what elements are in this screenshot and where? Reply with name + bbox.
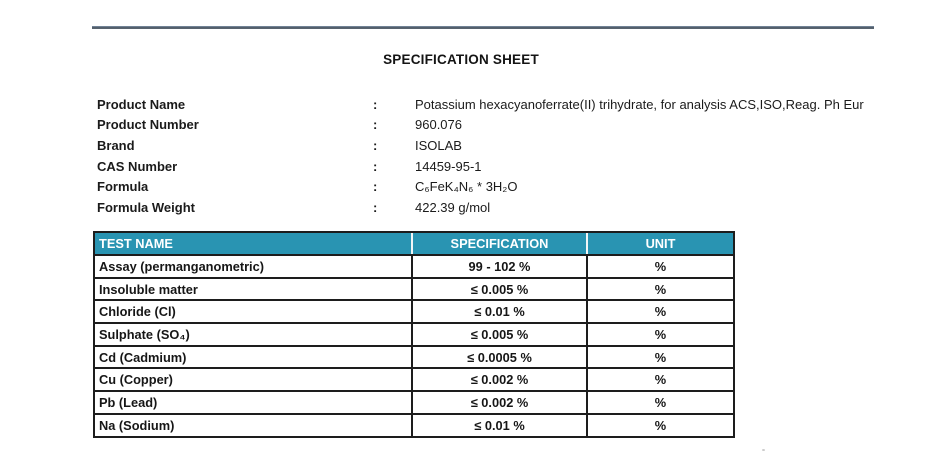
- product-name-value: Potassium hexacyanoferrate(II) trihydrat…: [415, 96, 864, 112]
- product-info-row: CAS Number : 14459-95-1: [97, 156, 937, 177]
- specification-cell: ≤ 0.005 %: [411, 278, 586, 300]
- unit-cell: %: [586, 346, 733, 368]
- separator-colon: :: [373, 117, 378, 133]
- unit-cell: %: [586, 414, 733, 436]
- unit-cell: %: [586, 369, 733, 391]
- product-info-row: Product Number : 960.076: [97, 115, 937, 136]
- table-row: Pb (Lead) ≤ 0.002 % %: [95, 390, 733, 413]
- product-info-row: Formula Weight : 422.39 g/mol: [97, 197, 937, 218]
- separator-colon: :: [373, 179, 378, 195]
- test-name-cell: Cu (Copper): [99, 372, 173, 388]
- unit-cell: %: [586, 301, 733, 323]
- product-info-row: Brand : ISOLAB: [97, 135, 937, 156]
- product-info-block: Product Name : Potassium hexacyanoferrat…: [97, 94, 937, 218]
- product-name-label: Product Name: [97, 96, 186, 112]
- top-horizontal-rule: [92, 26, 874, 29]
- specification-cell: ≤ 0.002 %: [411, 369, 586, 391]
- product-number-label: Product Number: [97, 117, 199, 133]
- specification-cell: ≤ 0.005 %: [411, 324, 586, 345]
- formula-weight-label: Formula Weight: [97, 199, 195, 215]
- specification-cell: ≤ 0.01 %: [411, 414, 586, 436]
- specification-cell: 99 - 102 %: [411, 256, 586, 277]
- formula-weight-value: 422.39 g/mol: [415, 199, 491, 215]
- table-row: Cd (Cadmium) ≤ 0.0005 % %: [95, 344, 733, 368]
- table-row: Na (Sodium) ≤ 0.01 % %: [95, 412, 733, 436]
- separator-colon: :: [373, 158, 378, 174]
- cas-number-label: CAS Number: [97, 158, 178, 174]
- test-name-cell: Na (Sodium): [99, 417, 175, 433]
- table-row: Chloride (Cl) ≤ 0.01 % %: [95, 299, 733, 323]
- product-info-row: Formula : C₆FeK₄N₆ * 3H₂O: [97, 176, 937, 197]
- unit-cell: %: [586, 392, 733, 413]
- table-row: Sulphate (SO₄) ≤ 0.005 % %: [95, 322, 733, 345]
- specification-cell: ≤ 0.01 %: [411, 301, 586, 323]
- formula-label: Formula: [97, 179, 149, 195]
- test-name-cell: Assay (permanganometric): [99, 258, 264, 274]
- scan-artifact-speck: [762, 449, 765, 451]
- unit-cell: %: [586, 278, 733, 300]
- brand-label: Brand: [97, 137, 135, 153]
- brand-value: ISOLAB: [415, 137, 462, 153]
- table-header-row: TEST NAME SPECIFICATION UNIT: [95, 233, 733, 254]
- test-name-cell: Pb (Lead): [99, 394, 158, 410]
- separator-colon: :: [373, 199, 378, 215]
- separator-colon: :: [373, 137, 378, 153]
- product-info-row: Product Name : Potassium hexacyanoferrat…: [97, 94, 937, 115]
- product-number-value: 960.076: [415, 117, 462, 133]
- formula-value: C₆FeK₄N₆ * 3H₂O: [415, 179, 518, 195]
- table-row: Cu (Copper) ≤ 0.002 % %: [95, 367, 733, 391]
- specification-table: TEST NAME SPECIFICATION UNIT Assay (perm…: [93, 231, 735, 438]
- column-header-unit: UNIT: [586, 233, 733, 254]
- column-header-specification: SPECIFICATION: [411, 233, 586, 254]
- test-name-cell: Chloride (Cl): [99, 304, 176, 320]
- unit-cell: %: [586, 324, 733, 345]
- cas-number-value: 14459-95-1: [415, 158, 482, 174]
- table-row: Assay (permanganometric) 99 - 102 % %: [95, 254, 733, 277]
- test-name-cell: Insoluble matter: [99, 281, 198, 297]
- unit-cell: %: [586, 256, 733, 277]
- test-name-cell: Sulphate (SO₄): [99, 326, 190, 342]
- column-header-test-name: TEST NAME: [99, 236, 173, 251]
- specification-cell: ≤ 0.002 %: [411, 392, 586, 413]
- table-row: Insoluble matter ≤ 0.005 % %: [95, 276, 733, 300]
- page-title: SPECIFICATION SHEET: [383, 52, 539, 67]
- test-name-cell: Cd (Cadmium): [99, 349, 187, 365]
- separator-colon: :: [373, 96, 378, 112]
- specification-cell: ≤ 0.0005 %: [411, 346, 586, 368]
